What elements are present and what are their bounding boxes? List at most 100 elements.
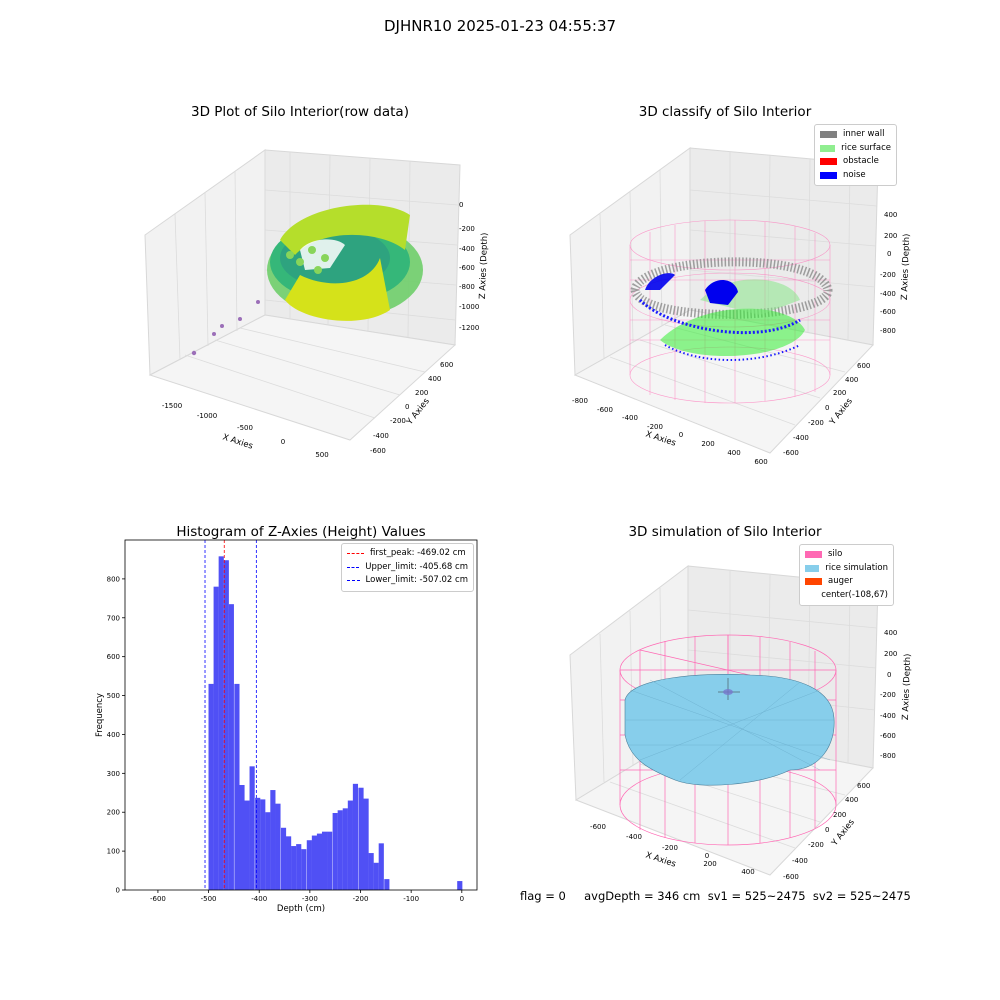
x-tick-label: 0 [281, 438, 285, 446]
classify-legend: inner wall rice surface obstacle noise [814, 124, 897, 186]
histogram-bar [296, 844, 302, 890]
y-tick-label: -600 [783, 873, 799, 881]
x-tick-label: -200 [353, 895, 369, 903]
histogram-bar [342, 808, 348, 890]
status-line: flag = 0 avgDepth = 346 cm sv1 = 525~247… [520, 889, 911, 903]
histogram-frame [124, 539, 478, 891]
legend-label: obstacle [843, 156, 879, 166]
legend-item-lower-limit: Lower_limit: -507.02 cm [347, 574, 468, 588]
z-tick-label: -800 [880, 752, 896, 760]
y-tick-label: 200 [107, 809, 120, 817]
y-tick-label: -600 [370, 447, 386, 455]
legend-item-center: center(-108,67) [805, 589, 888, 603]
raw-plot-title: 3D Plot of Silo Interior(row data) [191, 104, 409, 120]
legend-swatch [805, 578, 822, 586]
histogram-bar [270, 790, 276, 890]
legend-swatch [805, 592, 815, 599]
histogram-chart: -600 -500 -400 -300 -200 -100 0 0 100 200 300 400 5… [95, 539, 478, 914]
y-tick-label: 600 [440, 361, 453, 369]
y-tick-label: 600 [857, 782, 870, 790]
z-tick-label: -400 [880, 712, 896, 720]
y-tick-label: -600 [783, 449, 799, 457]
y-tick-label: 600 [857, 362, 870, 370]
histogram-bar [275, 803, 281, 890]
x-tick-label: -400 [251, 895, 267, 903]
legend-label: center(-108,67) [821, 589, 888, 600]
histogram-bar [291, 846, 297, 890]
y-tick-label: 600 [107, 653, 120, 661]
histogram-bar [234, 683, 240, 890]
y-tick-label: 200 [833, 811, 846, 819]
z-tick-label: 200 [884, 650, 897, 658]
figure-title: DJHNR10 2025-01-23 04:55:37 [383, 17, 617, 35]
x-axis-label: Depth (cm) [277, 904, 325, 914]
histogram-bar [311, 835, 318, 890]
x-tick-label: 500 [315, 451, 328, 459]
y-tick-label: 400 [845, 796, 858, 804]
z-axis-label: Z Axies (Depth) [900, 233, 912, 300]
x-axis-label: X Axies [644, 850, 677, 869]
histogram-bar [384, 879, 390, 890]
x-tick-label: -800 [572, 397, 588, 405]
legend-swatch [820, 171, 837, 179]
histogram-bar [218, 556, 224, 890]
y-tick-label: -400 [793, 434, 809, 442]
x-tick-label: -200 [647, 423, 663, 431]
z-tick-label: -800 [459, 283, 475, 291]
histogram-bar [347, 800, 353, 890]
histogram-bar [280, 827, 287, 890]
x-tick-label: -100 [403, 895, 419, 903]
z-tick-label: -1000 [459, 303, 479, 311]
histogram-bar [306, 840, 312, 890]
legend-item-silo: silo [805, 548, 888, 562]
legend-swatch [820, 158, 837, 166]
histogram-bar [327, 831, 333, 890]
x-tick-label: -600 [150, 895, 166, 903]
x-tick-label: -600 [590, 823, 606, 831]
histogram-bar [249, 766, 255, 890]
legend-label: Lower_limit: -507.02 cm [365, 575, 468, 585]
x-tick-label: -1000 [197, 412, 217, 420]
y-tick-label: 200 [833, 389, 846, 397]
x-tick-label: 400 [741, 868, 754, 876]
y-tick-label: 100 [107, 848, 120, 856]
x-tick-label: 0 [679, 431, 683, 439]
x-tick-label: -300 [302, 895, 318, 903]
legend-label: auger [828, 576, 853, 586]
y-tick-label: 700 [107, 614, 120, 622]
histogram-bar [321, 831, 328, 890]
z-axis-label: Z Axies (Depth) [478, 232, 490, 299]
x-tick-label: 200 [701, 440, 714, 448]
y-tick-label: 0 [116, 887, 120, 895]
x-tick-label: 600 [754, 458, 767, 466]
y-tick-label: 0 [405, 403, 409, 411]
y-tick-label: 400 [107, 731, 120, 739]
legend-item-first-peak: first_peak: -469.02 cm [347, 547, 468, 561]
y-tick-label: 400 [428, 375, 441, 383]
z-tick-label: -600 [459, 264, 475, 272]
histogram-bar [337, 810, 343, 890]
legend-label: first_peak: -469.02 cm [370, 548, 466, 558]
y-tick-label: 0 [825, 404, 829, 412]
histogram-bar [358, 787, 364, 890]
y-tick-label: -400 [373, 432, 389, 440]
x-tick-label: 0 [705, 852, 709, 860]
legend-label: Upper_limit: -405.68 cm [365, 561, 468, 572]
y-tick-label: -200 [808, 841, 824, 849]
y-tick-label: 400 [845, 376, 858, 384]
z-tick-label: -200 [459, 225, 475, 233]
legend-item-rice-surface: rice surface [820, 142, 891, 156]
z-tick-label: 400 [884, 629, 897, 637]
histogram-bar [265, 812, 271, 890]
legend-swatch [347, 566, 360, 568]
z-tick-label: 400 [884, 211, 897, 219]
histogram-bar [286, 836, 292, 890]
z-tick-label: 200 [884, 232, 897, 240]
legend-swatch [347, 580, 360, 582]
z-tick-label: -600 [880, 308, 896, 316]
legend-item-rice-simulation: rice simulation [805, 562, 888, 576]
simulation-3d-plot: -600 -400 -200 0 200 400 -600 -400 -200 … [569, 564, 913, 881]
z-tick-label: 0 [459, 201, 463, 209]
z-tick-label: -200 [880, 271, 896, 279]
legend-item-obstacle: obstacle [820, 155, 891, 169]
